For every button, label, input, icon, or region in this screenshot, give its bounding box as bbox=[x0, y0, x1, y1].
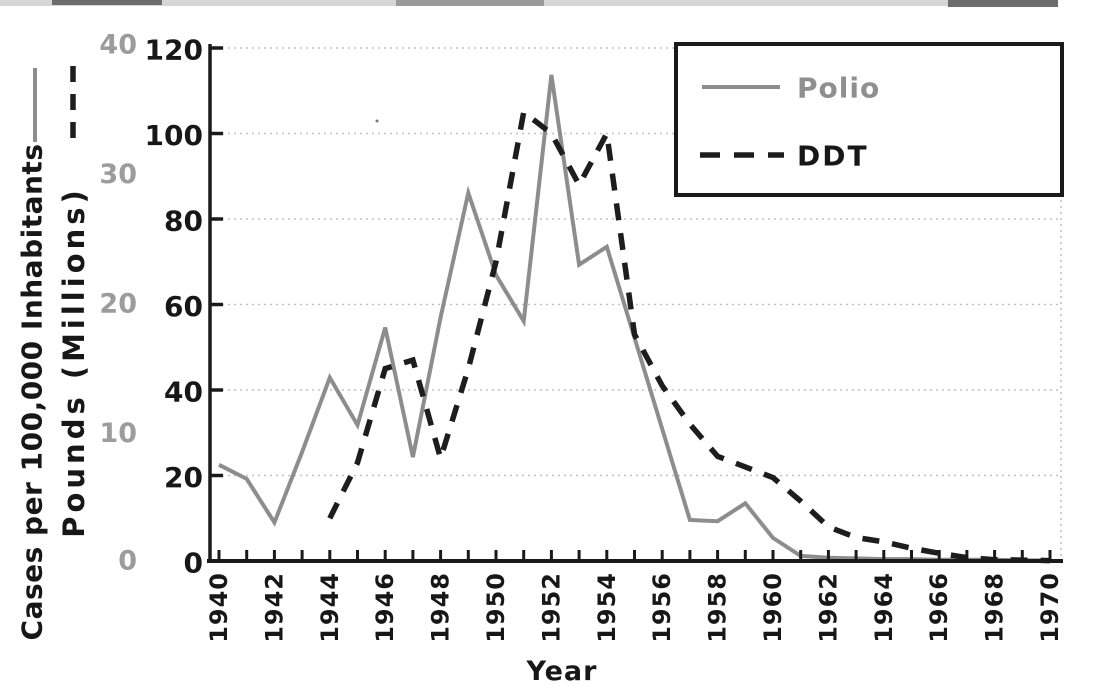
x-tick-label: 1964 bbox=[870, 572, 898, 643]
x-tick-label: 1958 bbox=[704, 572, 732, 643]
y-axis-title-cases: Cases per 100,000 Inhabitants bbox=[16, 144, 49, 641]
x-tick-label: 1952 bbox=[537, 572, 565, 643]
axes-and-ticks bbox=[207, 44, 1063, 563]
x-tick-label: 1970 bbox=[1036, 572, 1064, 643]
y-tick-label-cases: 30 bbox=[99, 159, 137, 190]
legend-ddt-label: DDT bbox=[797, 140, 869, 173]
y-tick-label-pounds: 20 bbox=[164, 461, 203, 494]
ddt-series-line bbox=[327, 107, 1051, 564]
x-tick-label: 1948 bbox=[427, 572, 455, 643]
y-tick-label-cases: 20 bbox=[99, 289, 137, 320]
legend: Polio DDT bbox=[674, 42, 1064, 197]
y-tick-label-cases: 10 bbox=[99, 418, 137, 449]
scan-speck bbox=[375, 119, 379, 123]
x-tick-label: 1962 bbox=[814, 572, 842, 643]
x-tick-label: 1946 bbox=[371, 572, 399, 643]
y-tick-label-pounds: 60 bbox=[164, 290, 203, 323]
y-tick-label-pounds: 100 bbox=[145, 119, 203, 152]
y-tick-label-pounds: 120 bbox=[145, 34, 203, 67]
y-tick-label-cases: 40 bbox=[99, 30, 137, 61]
y-axis-title-pounds: Pounds (Millions) bbox=[57, 186, 91, 538]
legend-box bbox=[674, 42, 1064, 197]
y-tick-label-cases: 0 bbox=[118, 546, 137, 577]
x-tick-label: 1960 bbox=[759, 572, 787, 643]
x-tick-label: 1942 bbox=[260, 572, 288, 643]
y-tick-label-pounds: 0 bbox=[184, 547, 203, 580]
x-axis-title: Year bbox=[526, 656, 598, 687]
x-tick-label: 1944 bbox=[316, 572, 344, 643]
x-tick-label: 1956 bbox=[648, 572, 676, 643]
x-tick-label: 1954 bbox=[593, 572, 621, 643]
scan-artifact-segment bbox=[52, 0, 162, 5]
scan-artifact-segment bbox=[948, 0, 1058, 7]
axis-tick-labels: 0 20 40 60 80 100 120 0 10 20 30 40 1940 1942 1944 1946… bbox=[99, 30, 1064, 643]
legend-polio-label: Polio bbox=[797, 72, 880, 105]
x-tick-label: 1950 bbox=[482, 572, 510, 643]
x-tick-label: 1968 bbox=[981, 572, 1009, 643]
y-tick-label-pounds: 80 bbox=[164, 205, 203, 238]
y-tick-label-pounds: 40 bbox=[164, 376, 203, 409]
x-tick-label: 1966 bbox=[925, 572, 953, 643]
x-tick-label: 1940 bbox=[205, 572, 233, 643]
scan-artifact-segment bbox=[396, 0, 544, 6]
